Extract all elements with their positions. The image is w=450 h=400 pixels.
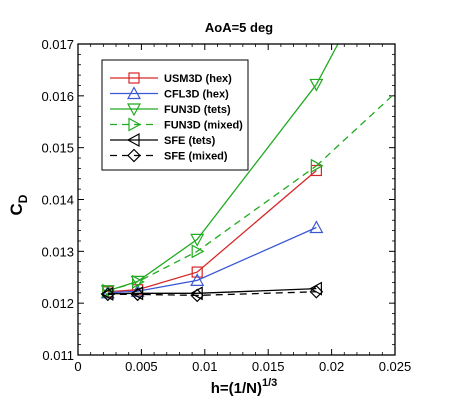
legend-label: USM3D (hex) bbox=[164, 73, 232, 85]
series-5 bbox=[100, 284, 324, 303]
data-point bbox=[100, 287, 115, 302]
legend-marker bbox=[128, 72, 140, 84]
legend-label: SFE (mixed) bbox=[164, 151, 228, 163]
series-line bbox=[107, 288, 317, 295]
data-point bbox=[309, 78, 324, 92]
x-axis-label-sup: 1/3 bbox=[262, 377, 277, 389]
chart-title: AoA=5 deg bbox=[205, 20, 273, 35]
x-axis-label-main: h=(1/N) bbox=[211, 380, 262, 397]
legend-label: FUN3D (tets) bbox=[164, 104, 231, 116]
legend-marker bbox=[126, 132, 140, 148]
data-point bbox=[190, 233, 205, 247]
y-axis-label-sub: D bbox=[16, 194, 30, 203]
data-point bbox=[190, 288, 205, 303]
series-line bbox=[107, 226, 317, 294]
y-tick-label: 0.017 bbox=[41, 37, 74, 52]
y-tick-label: 0.011 bbox=[42, 348, 74, 363]
data-point bbox=[309, 284, 324, 299]
series-line-extension bbox=[315, 92, 395, 167]
legend-label: FUN3D (mixed) bbox=[164, 120, 243, 132]
x-tick-label: 0.025 bbox=[379, 359, 412, 374]
y-tick-label: 0.013 bbox=[41, 244, 74, 259]
data-point bbox=[131, 274, 145, 289]
x-tick-label: 0.01 bbox=[192, 359, 217, 374]
x-tick-label: 0.005 bbox=[125, 359, 158, 374]
legend-label: CFL3D (hex) bbox=[164, 89, 229, 101]
data-point bbox=[130, 275, 145, 289]
y-axis-label-main: C bbox=[7, 203, 26, 215]
data-point bbox=[191, 244, 205, 259]
data-point bbox=[130, 287, 145, 302]
tick-layer: 0 0.005 0.01 0.015 0.02 0.025 0.011 0.012 0.013 0… bbox=[41, 37, 411, 374]
legend-marker bbox=[126, 103, 142, 117]
y-axis-label: CD bbox=[7, 194, 30, 215]
data-point bbox=[191, 266, 203, 278]
data-point bbox=[190, 273, 205, 286]
x-tick-label: 0.02 bbox=[319, 359, 344, 374]
plot-frame bbox=[77, 43, 396, 356]
series-line bbox=[107, 291, 317, 297]
data-point bbox=[310, 158, 324, 173]
y-tick-label: 0.015 bbox=[41, 141, 74, 156]
series-layer bbox=[100, 44, 395, 303]
legend-marker bbox=[127, 148, 141, 163]
legend-label: SFE (tets) bbox=[164, 135, 216, 147]
x-tick-label: 0.015 bbox=[252, 359, 285, 374]
y-tick-label: 0.014 bbox=[41, 193, 74, 208]
series-line-extension bbox=[315, 44, 339, 85]
legend-marker bbox=[126, 86, 142, 100]
x-tick-label: 0 bbox=[74, 359, 81, 374]
y-tick-label: 0.012 bbox=[41, 296, 74, 311]
data-point bbox=[309, 220, 324, 234]
series-line bbox=[107, 165, 317, 292]
legend: USM3D (hex) CFL3D (hex) FUN3D (tets) FUN3D … bbox=[101, 59, 249, 171]
series-line bbox=[107, 169, 317, 293]
y-tick-label: 0.016 bbox=[41, 89, 74, 104]
legend-marker bbox=[128, 117, 142, 132]
x-axis-label: h=(1/N)1/3 bbox=[211, 377, 278, 397]
